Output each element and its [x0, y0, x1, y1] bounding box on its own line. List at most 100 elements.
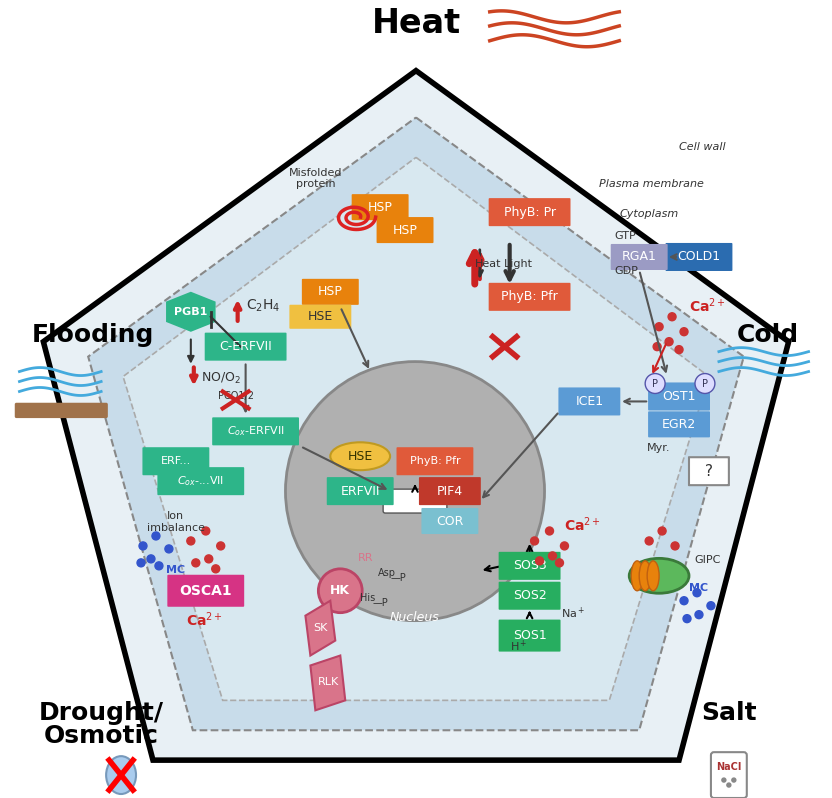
Circle shape — [675, 346, 683, 354]
Circle shape — [658, 527, 666, 535]
Text: —P: —P — [372, 598, 388, 608]
Circle shape — [137, 559, 145, 567]
Text: OSCA1: OSCA1 — [180, 584, 232, 598]
Circle shape — [683, 614, 691, 622]
Text: His: His — [360, 593, 375, 602]
Circle shape — [202, 527, 210, 535]
Text: Light: Light — [498, 259, 532, 269]
FancyBboxPatch shape — [490, 284, 569, 310]
Text: COR: COR — [436, 515, 463, 527]
Circle shape — [212, 565, 220, 573]
FancyBboxPatch shape — [559, 389, 619, 414]
FancyBboxPatch shape — [612, 245, 666, 269]
Text: Ca$^{2+}$: Ca$^{2+}$ — [186, 610, 223, 629]
Text: PCO1/2: PCO1/2 — [218, 392, 254, 401]
Text: SK: SK — [313, 622, 328, 633]
FancyBboxPatch shape — [649, 384, 709, 409]
Text: PhyB: Pfr: PhyB: Pfr — [409, 456, 460, 466]
FancyBboxPatch shape — [213, 418, 298, 444]
Text: Na$^+$: Na$^+$ — [562, 606, 586, 621]
Text: SOS2: SOS2 — [513, 589, 547, 602]
Circle shape — [155, 562, 163, 570]
Ellipse shape — [647, 561, 659, 591]
Text: GDP: GDP — [614, 266, 638, 276]
Circle shape — [139, 542, 147, 550]
Text: Asp: Asp — [378, 568, 396, 578]
Circle shape — [707, 602, 715, 610]
Ellipse shape — [639, 561, 651, 591]
Text: HSP: HSP — [393, 223, 418, 236]
FancyBboxPatch shape — [490, 200, 569, 225]
Text: PIF4: PIF4 — [437, 484, 463, 498]
Circle shape — [285, 361, 544, 621]
Text: COLD1: COLD1 — [677, 251, 721, 263]
Circle shape — [668, 313, 676, 321]
Text: HSE: HSE — [348, 450, 373, 463]
FancyBboxPatch shape — [290, 306, 350, 328]
Text: Misfolded
protein: Misfolded protein — [289, 168, 342, 189]
Text: Heat: Heat — [371, 7, 461, 40]
Text: SOS1: SOS1 — [513, 629, 547, 642]
FancyBboxPatch shape — [420, 478, 480, 504]
Circle shape — [727, 783, 730, 787]
Text: Flooding: Flooding — [32, 322, 154, 346]
Circle shape — [548, 552, 557, 560]
Circle shape — [655, 322, 663, 330]
Text: PhyB: Pfr: PhyB: Pfr — [501, 290, 558, 303]
FancyBboxPatch shape — [206, 334, 285, 360]
Circle shape — [546, 527, 553, 535]
FancyBboxPatch shape — [500, 553, 559, 579]
Text: PhyB: Pr: PhyB: Pr — [503, 206, 556, 219]
Ellipse shape — [631, 561, 643, 591]
FancyBboxPatch shape — [649, 413, 709, 437]
Text: Osmotic: Osmotic — [43, 725, 159, 749]
Circle shape — [531, 537, 538, 545]
Text: Cold: Cold — [736, 322, 799, 346]
FancyBboxPatch shape — [423, 509, 478, 533]
Ellipse shape — [106, 757, 136, 794]
Polygon shape — [167, 293, 215, 330]
Text: Myr.: Myr. — [647, 443, 671, 453]
Circle shape — [645, 373, 665, 393]
Text: C-ERFVII: C-ERFVII — [220, 340, 272, 354]
Circle shape — [205, 555, 213, 563]
Text: —P: —P — [390, 573, 406, 583]
Circle shape — [665, 338, 673, 346]
Circle shape — [645, 537, 653, 545]
FancyBboxPatch shape — [378, 218, 433, 242]
Text: ERFVII: ERFVII — [340, 484, 380, 498]
Circle shape — [192, 559, 200, 567]
Text: H$^+$: H$^+$ — [510, 638, 527, 654]
Text: EGR2: EGR2 — [662, 418, 696, 431]
Text: Salt: Salt — [701, 701, 756, 725]
Circle shape — [671, 542, 679, 550]
FancyBboxPatch shape — [143, 448, 208, 474]
Circle shape — [319, 569, 362, 613]
Text: MC: MC — [166, 565, 186, 575]
Text: HSP: HSP — [318, 286, 343, 298]
FancyBboxPatch shape — [158, 468, 243, 494]
FancyBboxPatch shape — [711, 753, 747, 798]
Circle shape — [147, 555, 155, 563]
Text: RR: RR — [358, 553, 373, 563]
Circle shape — [680, 328, 688, 336]
FancyBboxPatch shape — [500, 583, 559, 609]
Text: RGA1: RGA1 — [622, 251, 656, 263]
Polygon shape — [305, 601, 335, 655]
Circle shape — [722, 778, 726, 782]
FancyBboxPatch shape — [16, 404, 107, 417]
Text: HK: HK — [330, 584, 350, 597]
Text: GTP: GTP — [614, 231, 636, 241]
FancyBboxPatch shape — [398, 448, 473, 474]
Polygon shape — [88, 117, 744, 730]
FancyBboxPatch shape — [168, 576, 243, 606]
Text: NaCl: NaCl — [716, 762, 741, 772]
Text: SOS3: SOS3 — [513, 559, 547, 572]
Circle shape — [152, 532, 160, 540]
Text: P: P — [702, 378, 708, 389]
Polygon shape — [123, 157, 709, 701]
Text: $C_{ox}$-...VII: $C_{ox}$-...VII — [177, 474, 225, 488]
Circle shape — [693, 589, 701, 597]
Polygon shape — [43, 71, 789, 760]
Text: Nucleus: Nucleus — [390, 610, 440, 624]
